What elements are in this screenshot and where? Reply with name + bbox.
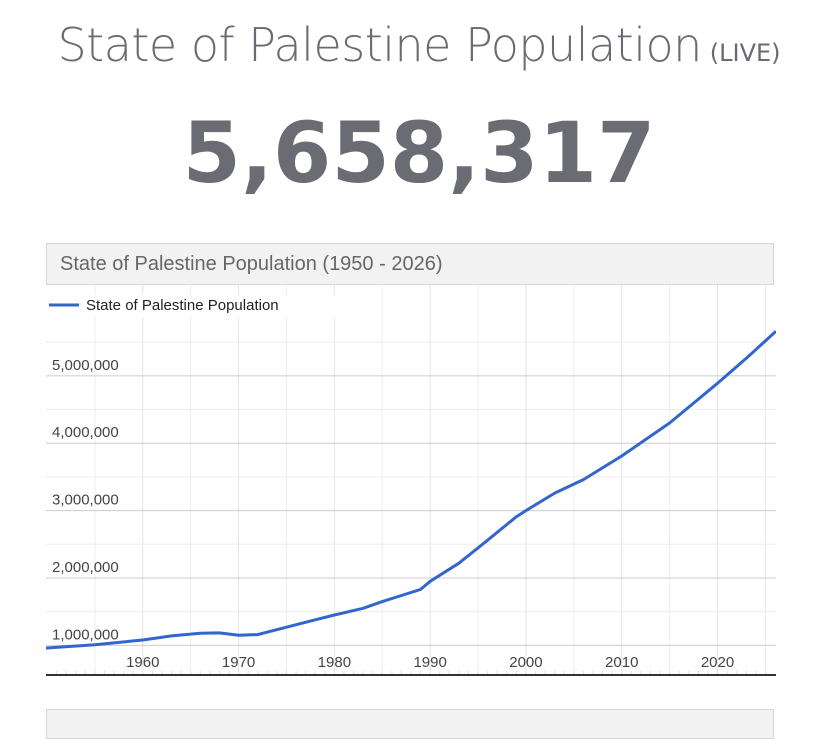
population-counter: 5,658,317 [182, 104, 656, 202]
y-tick-label: 4,000,000 [52, 424, 119, 441]
live-label: (LIVE) [709, 39, 781, 67]
x-tick-label: 1980 [318, 654, 351, 671]
population-chart[interactable]: 1,000,000 2,000,000 3,000,000 4,000,000 5,00… [45, 285, 777, 680]
chart-container: 1,000,000 2,000,000 3,000,000 4,000,000 5,00… [45, 285, 777, 680]
series-line[interactable] [45, 330, 777, 650]
y-tick-label: 2,000,000 [52, 559, 119, 576]
legend-background [46, 295, 366, 317]
x-tick-label: 2020 [701, 654, 734, 671]
y-tick-label: 5,000,000 [52, 357, 119, 374]
chart-header: State of Palestine Population (1950 - 20… [46, 243, 774, 285]
legend-label: State of Palestine Population [86, 297, 279, 314]
page-title-text: State of Palestine Population [57, 18, 702, 72]
next-chart-header [46, 709, 774, 739]
chart-title: State of Palestine Population (1950 - 20… [60, 253, 443, 275]
x-tick-label: 1970 [222, 654, 255, 671]
y-tick-label: 1,000,000 [52, 626, 119, 643]
x-tick-label: 1960 [126, 654, 159, 671]
x-tick-label: 2010 [605, 654, 638, 671]
x-tick-label: 1990 [413, 654, 446, 671]
page-title: State of Palestine Population (LIVE) [0, 18, 838, 72]
x-tick-label: 2000 [509, 654, 542, 671]
y-tick-label: 3,000,000 [52, 492, 119, 509]
